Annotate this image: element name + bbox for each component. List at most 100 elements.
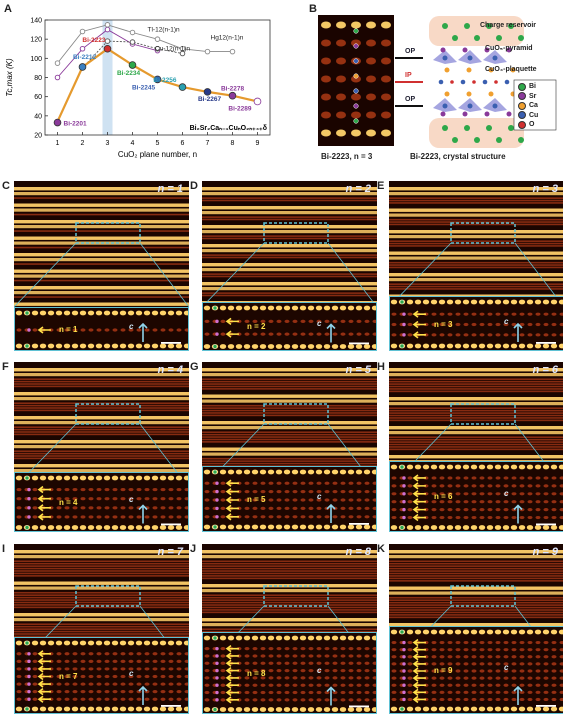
- caption-stem-b: Bi-2223, n = 3: [321, 152, 373, 161]
- point-label: Bi-2234: [117, 70, 141, 77]
- y-tick-label: 140: [30, 18, 42, 25]
- panel-label-f: F: [2, 361, 9, 373]
- x-tick-label: 1: [56, 140, 60, 147]
- point-label: Bi-2223: [82, 37, 106, 44]
- op-label-top: OP: [405, 48, 416, 55]
- panel-label-g: G: [190, 361, 199, 373]
- panel-label-k: K: [377, 543, 385, 555]
- legend-label: O: [529, 121, 535, 129]
- crystal-structure: [395, 16, 557, 148]
- series-label: Hg12(n-1)n: [211, 34, 244, 41]
- formula: Bi₂Sr₂Caₙ₋₁CuₙO₂ₙ₊₄₊δ: [190, 125, 267, 132]
- inset-n-label: n = 2: [247, 322, 266, 332]
- zoom-inset: n = 2 c: [202, 301, 377, 351]
- c-axis-label: c: [317, 319, 322, 329]
- series-line: [82, 40, 183, 69]
- series-point: [204, 48, 211, 55]
- y-tick-label: 40: [34, 113, 42, 120]
- series-point: [54, 74, 61, 81]
- series-point: [54, 60, 61, 66]
- panel-label-b: B: [309, 3, 317, 15]
- series-point: [154, 46, 161, 52]
- legend-item: O: [518, 120, 558, 130]
- stem-panel-c: n = 1 n = 1 c: [14, 181, 189, 351]
- inset-n-label: n = 3: [434, 319, 453, 329]
- stem-panel-d: n = 2 n = 2 c: [202, 181, 377, 351]
- c-axis-label: c: [504, 489, 509, 499]
- n-label: n = 6: [532, 364, 558, 376]
- zoom-inset: n = 4 c: [14, 471, 189, 532]
- inset-image: [203, 467, 376, 531]
- n-label: n = 5: [345, 364, 371, 376]
- point-label: Bi-2256: [153, 77, 177, 84]
- panel-label-d: D: [190, 180, 198, 192]
- cuo5-label: CuO₅-pyramid: [485, 45, 533, 52]
- inset-n-label: n = 1: [59, 325, 78, 334]
- inset-image: [15, 472, 188, 532]
- stem-panel-i: n = 7 n = 7 c: [14, 544, 189, 714]
- inset-n-label: n = 8: [247, 668, 266, 678]
- legend-label: Ca: [529, 102, 538, 110]
- element-legend: Bi Sr Ca Cu O: [518, 82, 558, 130]
- legend-swatch: [518, 111, 526, 120]
- inset-n-label: n = 4: [59, 497, 78, 507]
- inset-image: [15, 308, 188, 350]
- point-label: Bi-2267: [198, 96, 222, 103]
- data-point: [253, 97, 262, 106]
- op-label-bottom: OP: [405, 96, 416, 103]
- stem-panel-j: n = 8 n = 8 c: [202, 544, 377, 714]
- series-label: Cu-12(n-1)n: [155, 46, 190, 53]
- y-tick-label: 80: [34, 75, 42, 82]
- legend-label: Bi: [529, 83, 536, 91]
- stem-panel-f: n = 4 n = 4 c: [14, 362, 189, 532]
- zoom-inset: n = 1 c: [14, 307, 189, 351]
- x-tick-label: 8: [231, 140, 235, 147]
- x-tick-label: 6: [181, 140, 185, 147]
- panel-label-c: C: [2, 180, 10, 192]
- x-tick-label: 5: [156, 140, 160, 147]
- y-tick-label: 60: [34, 94, 42, 101]
- series-point: [79, 46, 86, 52]
- point-label: Bi-2289: [228, 105, 252, 112]
- point-label: Bi-2245: [132, 84, 156, 91]
- zoom-inset: n = 9 c: [389, 626, 563, 714]
- data-point: [128, 61, 137, 69]
- legend-swatch: [518, 82, 526, 91]
- inset-n-label: n = 7: [59, 671, 78, 681]
- caption-crystal: Bi-2223, crystal structure: [410, 152, 506, 161]
- inset-image: [390, 627, 563, 713]
- data-point: [228, 91, 237, 100]
- x-axis-label: CuO₂ plane number, n: [118, 150, 197, 159]
- data-point: [153, 75, 162, 84]
- series-point: [179, 50, 186, 57]
- zoom-inset: n = 8 c: [202, 631, 377, 714]
- legend-item: Sr: [518, 92, 558, 102]
- panel-label-i: I: [2, 543, 6, 555]
- n-label: n = 7: [157, 546, 183, 558]
- y-tick-label: 20: [34, 133, 42, 140]
- series-point: [104, 22, 111, 28]
- panel-label-a: A: [4, 3, 12, 15]
- series-line: [57, 24, 233, 64]
- ip-label: IP: [405, 72, 412, 79]
- point-label: Bi-2212: [73, 54, 97, 61]
- legend-label: Cu: [529, 111, 539, 119]
- cuo4-label: CuO₄-plaquette: [485, 66, 537, 73]
- zoom-inset: n = 5 c: [202, 466, 377, 532]
- series-point: [154, 36, 161, 42]
- highlight-band: [102, 20, 113, 135]
- n-label: n = 3: [532, 183, 558, 195]
- data-point: [78, 63, 87, 71]
- n-label: n = 2: [345, 183, 371, 195]
- series-label: Tl-12(n-1)n: [148, 27, 181, 34]
- c-axis-label: c: [317, 492, 322, 501]
- legend-swatch: [518, 92, 526, 101]
- charge-reservoir-label: Charge reservoir: [480, 22, 537, 29]
- point-label: Bi-2278: [221, 86, 245, 93]
- y-tick-label: 120: [30, 37, 42, 44]
- data-point: [103, 44, 112, 53]
- tc-chart: 1 2 3 4 5 6 7 8 9 20 40 60 80 100 120 140 CuO₂ plane num…: [5, 18, 271, 159]
- inset-image: [203, 632, 376, 714]
- series-point: [129, 39, 136, 45]
- legend-label: Sr: [529, 92, 537, 100]
